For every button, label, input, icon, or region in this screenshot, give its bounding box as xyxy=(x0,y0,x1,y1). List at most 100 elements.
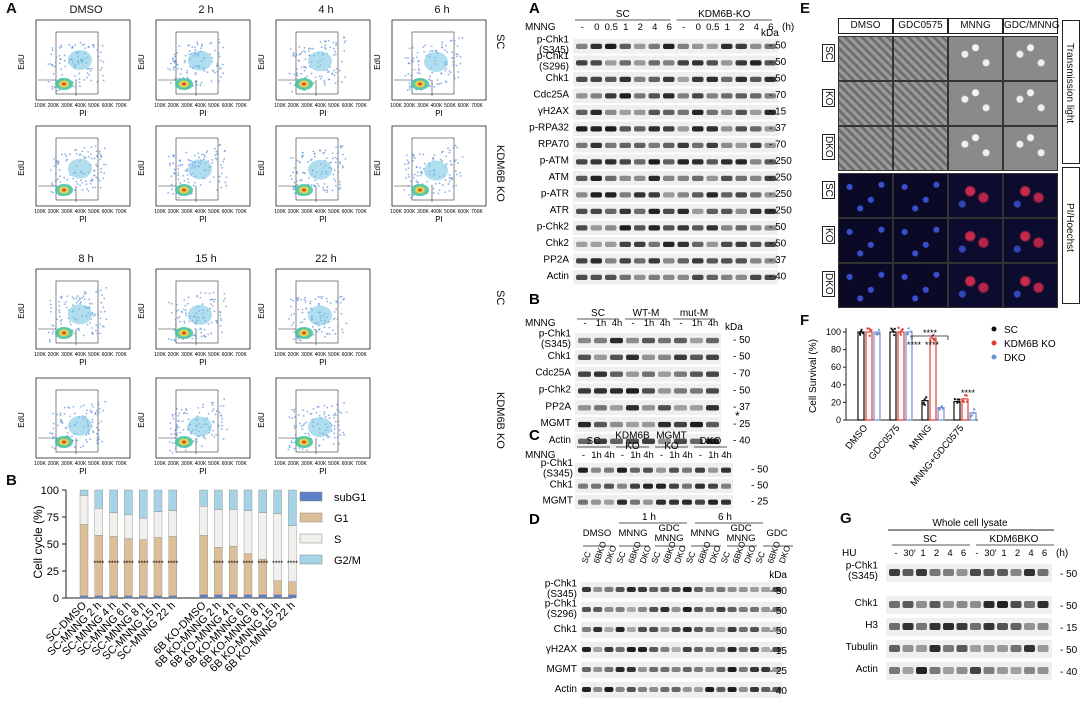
flow-dot xyxy=(49,299,52,302)
flow-dot xyxy=(195,80,198,83)
flow-dot xyxy=(79,41,82,44)
flow-dot xyxy=(459,62,462,65)
flow-dot xyxy=(102,60,105,63)
kda-label: kDa xyxy=(769,570,787,581)
sig-label: **** xyxy=(923,328,938,338)
y-tick-label: 25 xyxy=(47,566,59,578)
blot-band xyxy=(594,354,607,361)
flow-dot xyxy=(222,299,225,302)
flow-dot xyxy=(301,151,304,154)
blot-band xyxy=(677,241,689,248)
flow-dot xyxy=(81,181,84,184)
mw-marker: - 50 xyxy=(751,480,769,491)
blot-band xyxy=(690,337,703,344)
flow-dot xyxy=(221,63,224,66)
flow-dot xyxy=(186,302,189,305)
blot-band xyxy=(692,241,704,248)
group-label: WT-M xyxy=(633,308,660,319)
blot-band xyxy=(634,109,646,116)
blot-band xyxy=(677,126,689,132)
flow-dot xyxy=(305,307,308,310)
flow-dot xyxy=(90,411,93,414)
blot-row-label: γH2AX xyxy=(546,644,577,655)
sig-mark: **** xyxy=(213,561,224,568)
flow-dot xyxy=(60,46,63,48)
blot-band xyxy=(594,337,607,344)
flow-dot xyxy=(63,176,66,179)
x-tick-label: 200K xyxy=(288,352,300,358)
blot-band xyxy=(648,192,660,198)
blot-band xyxy=(750,241,762,248)
lane-label: 6 xyxy=(1042,548,1047,559)
lane-label: - xyxy=(679,318,682,329)
x-tick-label: 100K xyxy=(34,461,46,467)
blot-band xyxy=(643,499,653,505)
y-tick-label: 20 xyxy=(831,397,841,407)
x-tick-label: 700K xyxy=(115,352,127,358)
blot-band xyxy=(578,483,588,489)
blot-band xyxy=(692,159,704,165)
bar-segment xyxy=(199,489,208,507)
flow-dot xyxy=(183,61,186,64)
x-axis-label: PI xyxy=(199,467,207,476)
blot-band xyxy=(721,93,733,99)
x-tick-label: 600K xyxy=(222,352,234,358)
blot-band xyxy=(750,159,762,165)
fluorescence-image xyxy=(838,263,893,308)
flow-dot xyxy=(54,61,57,64)
flow-dot xyxy=(332,443,335,446)
blot-band xyxy=(626,687,636,692)
flow-dot xyxy=(54,173,57,176)
flow-dot xyxy=(333,416,335,419)
blot-band xyxy=(750,208,762,215)
blot-band xyxy=(956,623,968,630)
survival-point xyxy=(929,339,932,343)
flow-dot xyxy=(339,296,341,298)
flow-dot xyxy=(343,41,346,44)
blot-row-label: p-Chk2 xyxy=(539,384,572,395)
flow-dot xyxy=(215,410,218,412)
x-tick-label: 500K xyxy=(444,209,456,215)
flow-dot xyxy=(323,411,326,414)
flow-dot xyxy=(211,404,214,406)
flow-dot xyxy=(102,177,105,180)
flow-dot xyxy=(75,297,78,300)
mw-marker: - 50 xyxy=(733,352,751,363)
flow-dot xyxy=(55,159,57,162)
blot-band xyxy=(660,627,670,632)
blot-band xyxy=(660,647,670,652)
flow-dot xyxy=(72,405,75,408)
flow-dot xyxy=(457,71,460,73)
flow-dot xyxy=(343,402,346,404)
density-s xyxy=(188,50,212,71)
blot-band xyxy=(594,421,607,428)
flow-dot xyxy=(323,40,326,43)
flow-dot xyxy=(91,186,94,189)
density-s xyxy=(308,417,332,438)
flow-dot xyxy=(309,159,312,161)
survival-point xyxy=(965,400,968,403)
blot-row-label: Chk1 xyxy=(550,480,574,491)
x-axis-label: PI xyxy=(79,467,87,476)
blot-band xyxy=(610,405,623,411)
blot-band xyxy=(591,499,601,505)
bar-segment xyxy=(109,595,118,599)
flow-dot xyxy=(225,176,228,179)
flow-dot xyxy=(412,176,415,179)
lane-label: - xyxy=(682,22,685,33)
flow-dot xyxy=(175,60,178,63)
blot-band xyxy=(706,142,718,149)
blot-band xyxy=(648,159,660,165)
blot-band xyxy=(634,175,646,182)
flow-dot xyxy=(69,415,72,418)
gate-s xyxy=(55,280,99,344)
blot-band xyxy=(889,623,900,630)
blot-band xyxy=(706,258,718,264)
flow-dot xyxy=(417,181,420,184)
flow-dot xyxy=(423,50,425,53)
blot-band xyxy=(576,159,588,165)
flow-dot xyxy=(174,79,177,82)
survival-point xyxy=(910,330,913,333)
flow-dot xyxy=(329,46,332,49)
flow-dot xyxy=(51,183,54,186)
